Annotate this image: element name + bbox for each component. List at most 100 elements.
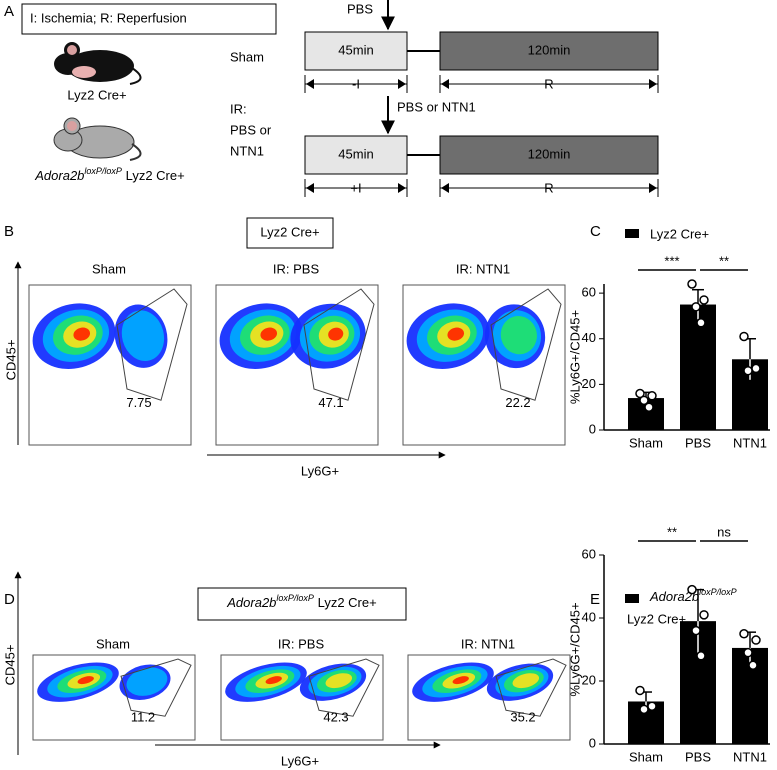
group-label: PBS or xyxy=(230,122,272,137)
legend-label: Lyz2 Cre+ xyxy=(650,226,709,241)
data-point xyxy=(696,651,706,661)
significance-label: *** xyxy=(664,253,679,268)
ischemia-box xyxy=(304,31,408,71)
group-label: Sham xyxy=(230,49,264,64)
reperfusion-duration: 120min xyxy=(528,42,571,57)
density xyxy=(500,316,537,355)
gate-value: 42.3 xyxy=(323,709,348,724)
data-point xyxy=(696,318,706,328)
density xyxy=(265,676,282,685)
reperfusion-box xyxy=(439,31,659,71)
title-box xyxy=(246,217,334,249)
density xyxy=(328,327,344,341)
legend-label: Lyz2 Cre+ xyxy=(627,611,686,626)
plot-title: IR: PBS xyxy=(278,636,325,651)
title-box xyxy=(197,587,407,621)
x-tick-label: NTN1 xyxy=(733,749,767,764)
y-tick-label: 20 xyxy=(582,376,596,391)
density xyxy=(260,327,278,341)
panel-label: B xyxy=(4,223,14,240)
y-tick-label: 20 xyxy=(582,672,596,687)
legend-text: I: Ischemia; R: Reperfusion xyxy=(30,10,187,25)
plot-title: Sham xyxy=(96,636,130,651)
density xyxy=(512,673,540,689)
x-tick-label: PBS xyxy=(685,435,711,450)
data-point xyxy=(751,363,761,374)
injection-label: PBS or NTN1 xyxy=(397,99,476,114)
gate xyxy=(120,658,192,717)
superscript: loxP/loxP xyxy=(699,587,737,597)
group-label: NTN1 xyxy=(230,143,264,158)
significance-label: ** xyxy=(719,253,729,268)
gate-value: 35.2 xyxy=(510,709,535,724)
y-tick-label: 60 xyxy=(582,546,596,561)
arrowhead xyxy=(649,183,657,193)
density xyxy=(73,327,91,341)
y-tick-label: 40 xyxy=(582,330,596,345)
data-point xyxy=(743,365,753,376)
y-tick-label: 0 xyxy=(589,421,596,436)
panel-title: Lyz2 Cre+ xyxy=(260,224,319,239)
data-point xyxy=(699,610,709,620)
axis-label: Ly6G+ xyxy=(301,463,339,478)
data-point xyxy=(691,302,701,312)
significance-label: ** xyxy=(667,524,677,539)
gene: Adora2b xyxy=(649,589,699,604)
legend-label: Adora2bloxP/loxP xyxy=(649,587,737,604)
group-label: IR: xyxy=(230,101,247,116)
gate xyxy=(490,288,562,401)
arrowhead xyxy=(398,183,406,193)
superscript: loxP/loxP xyxy=(276,593,314,603)
panel-title: Adora2bloxP/loxP Lyz2 Cre+ xyxy=(226,593,376,610)
y-axis-label: %Ly6G+/CD45+ xyxy=(567,602,582,696)
density xyxy=(447,327,465,341)
significance-label: ns xyxy=(717,524,731,539)
arrowhead xyxy=(441,183,449,193)
density xyxy=(121,310,165,361)
data-point xyxy=(635,388,645,399)
arrowhead xyxy=(649,79,657,89)
data-point xyxy=(748,660,758,670)
data-point xyxy=(647,701,657,711)
data-point xyxy=(639,704,649,715)
label-rest: Lyz2 Cre+ xyxy=(126,168,185,183)
panel-label: E xyxy=(590,591,600,608)
gate-value: 11.2 xyxy=(131,709,155,724)
axis-label: CD45+ xyxy=(2,645,17,686)
ischemia-box xyxy=(304,135,408,175)
data-point xyxy=(739,331,749,342)
mouse-label: Lyz2 Cre+ xyxy=(67,87,126,102)
legend-swatch xyxy=(625,594,639,603)
arrowhead xyxy=(398,79,406,89)
data-point xyxy=(644,402,654,412)
phase-label: R xyxy=(544,76,553,91)
legend-box xyxy=(21,3,277,35)
data-point xyxy=(739,629,749,639)
mouse-icon xyxy=(54,42,142,85)
ischemia-duration: 45min xyxy=(338,42,373,57)
gate-value: 7.75 xyxy=(126,395,151,410)
gene: Adora2b xyxy=(34,168,84,183)
density xyxy=(77,676,94,685)
x-tick-label: NTN1 xyxy=(733,435,767,450)
data-point xyxy=(691,625,701,636)
plot-title: IR: NTN1 xyxy=(456,261,510,276)
x-tick-label: Sham xyxy=(629,749,663,764)
density xyxy=(126,667,168,696)
reperfusion-duration: 120min xyxy=(528,146,571,161)
mouse-icon xyxy=(53,117,142,161)
injection-label: PBS xyxy=(347,1,373,16)
x-tick-label: Sham xyxy=(629,435,663,450)
data-point xyxy=(699,295,709,305)
y-tick-label: 40 xyxy=(582,609,596,624)
axis-label: Ly6G+ xyxy=(281,753,319,768)
panel-label: C xyxy=(590,223,601,240)
legend-swatch xyxy=(625,229,639,238)
gate xyxy=(116,288,188,401)
label-rest: Lyz2 Cre+ xyxy=(318,595,377,610)
plot-title: IR: NTN1 xyxy=(461,636,515,651)
axis-label: CD45+ xyxy=(3,340,18,381)
ischemia-duration: 45min xyxy=(338,146,373,161)
x-tick-label: PBS xyxy=(685,749,711,764)
